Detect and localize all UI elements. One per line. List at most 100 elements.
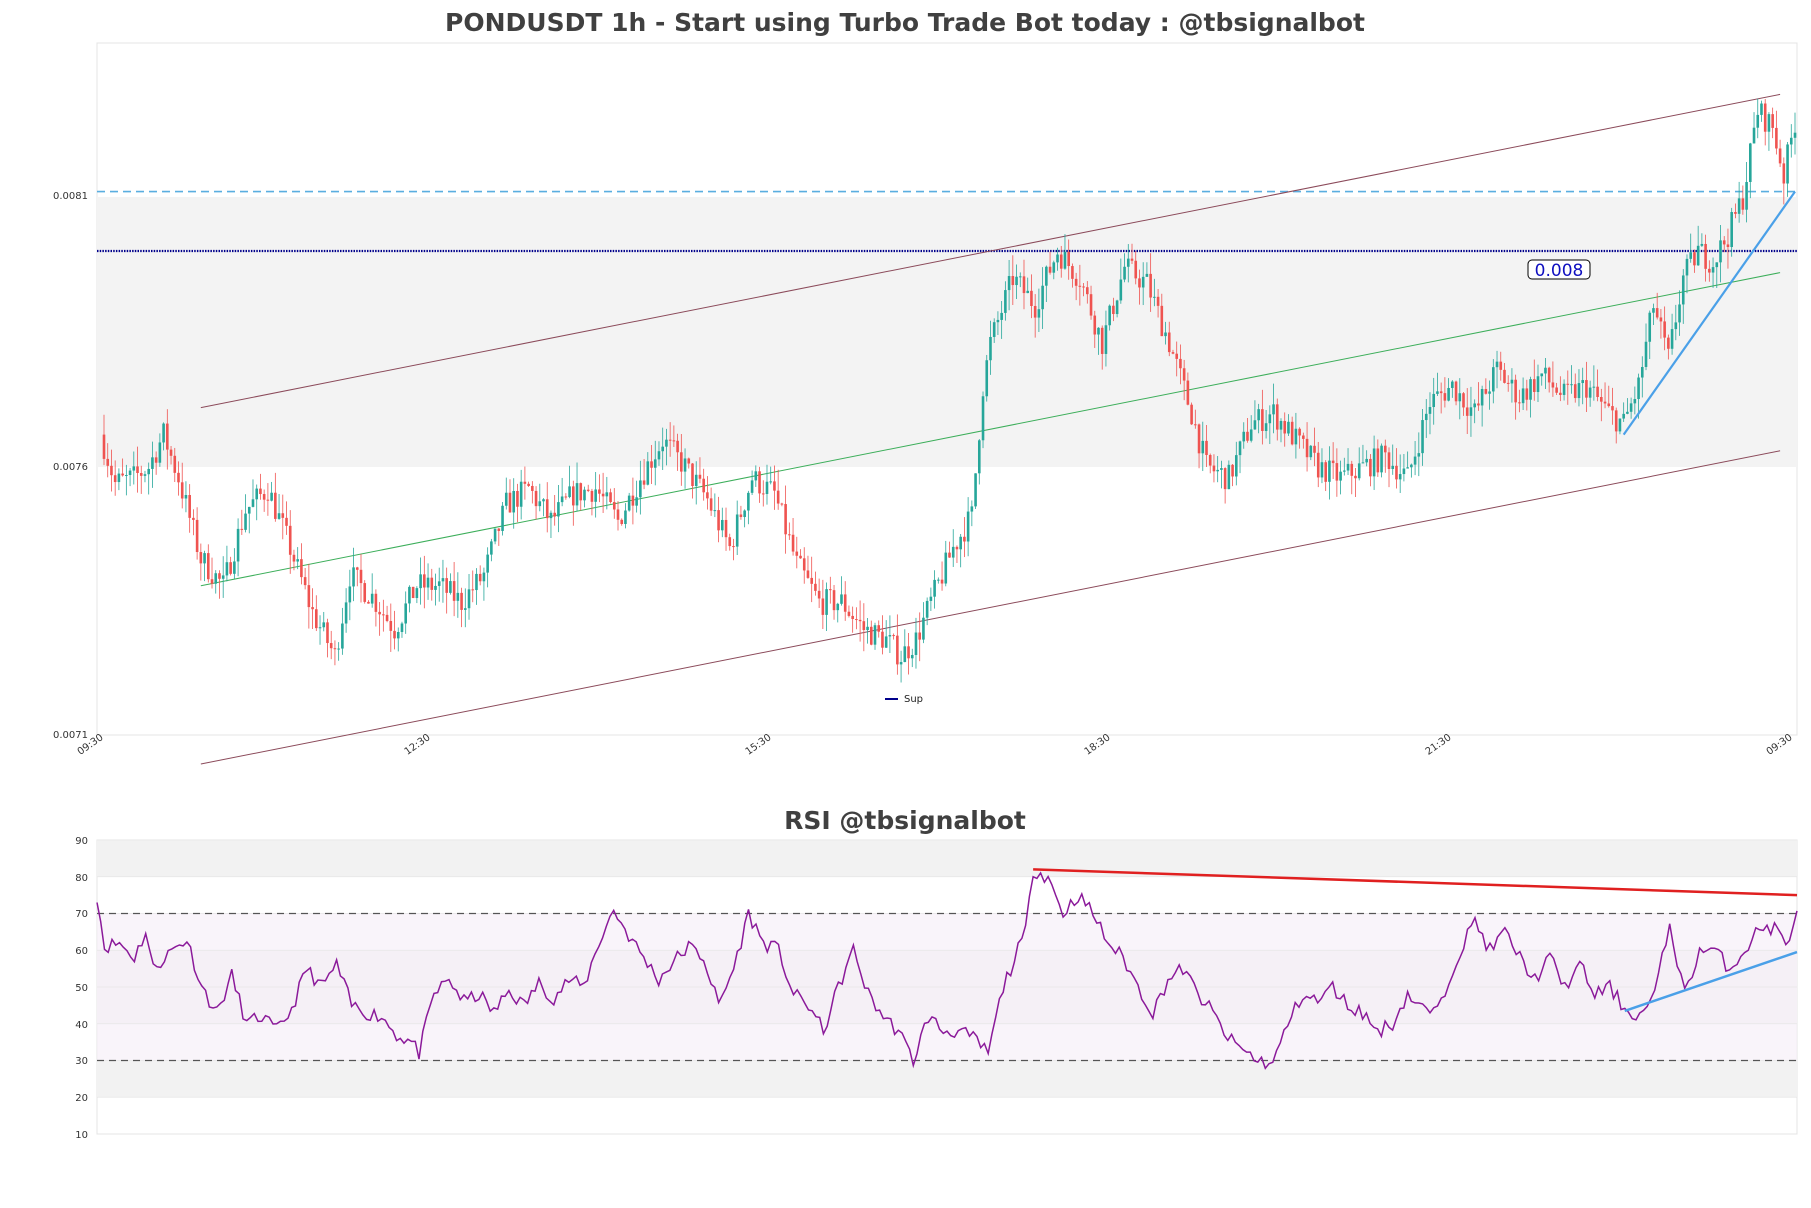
candle <box>151 441 154 488</box>
candle-body <box>1503 369 1506 383</box>
candle <box>814 571 817 596</box>
candle-body <box>1708 268 1711 273</box>
candle <box>1093 310 1097 348</box>
candle-body <box>836 603 840 611</box>
candle-body <box>1335 463 1339 481</box>
candle-body <box>266 499 270 501</box>
candle <box>612 488 616 519</box>
candle-body <box>1763 103 1767 132</box>
candle-body <box>1037 309 1041 318</box>
candle <box>296 547 299 570</box>
candle <box>1600 388 1603 422</box>
candle-body <box>244 513 247 530</box>
candle-body <box>1045 266 1048 286</box>
candle-body <box>892 635 895 637</box>
candle-body <box>616 509 620 520</box>
candle <box>355 566 359 587</box>
candle <box>184 481 188 513</box>
candle <box>1372 435 1376 490</box>
candle <box>1611 387 1614 425</box>
candle <box>1618 418 1622 435</box>
candle <box>1659 309 1663 339</box>
candle-body <box>396 632 400 639</box>
candle-body <box>1056 254 1059 263</box>
candle-body <box>788 534 791 536</box>
candle-body <box>1033 305 1037 318</box>
candle <box>1324 460 1327 492</box>
candle-body <box>318 627 322 629</box>
candle-body <box>1246 431 1249 441</box>
candle <box>910 648 914 668</box>
candle <box>843 581 847 621</box>
candle <box>203 550 206 582</box>
candle-body <box>1518 402 1521 404</box>
candle <box>1197 423 1201 469</box>
rsi-band <box>97 840 1797 877</box>
candle-body <box>761 493 765 495</box>
candle-body <box>918 632 922 640</box>
candle <box>1592 365 1596 401</box>
candle-body <box>508 492 512 513</box>
candle <box>1357 447 1361 481</box>
candle-body <box>1197 424 1201 454</box>
candle-body <box>1432 393 1436 408</box>
candle-body <box>1629 403 1633 412</box>
candle <box>1290 416 1294 446</box>
candle-body <box>754 471 758 481</box>
candle-body <box>1026 290 1030 294</box>
candle-body <box>1752 127 1756 144</box>
candle-body <box>147 468 150 475</box>
candle-body <box>1372 448 1376 477</box>
candle-body <box>1205 440 1208 455</box>
candle-body <box>832 590 836 611</box>
candle <box>445 567 448 614</box>
candle-body <box>177 472 180 483</box>
candle <box>929 587 933 611</box>
candle-body <box>225 562 229 576</box>
candle-body <box>1696 245 1700 266</box>
candle <box>959 533 962 568</box>
candle <box>415 586 419 604</box>
candle-body <box>437 581 441 586</box>
candle <box>292 549 296 571</box>
candle <box>385 605 389 623</box>
candle <box>1577 369 1581 407</box>
candle <box>1194 409 1197 429</box>
candle <box>322 611 326 632</box>
candle-body <box>534 490 538 507</box>
candle-body <box>1652 308 1655 313</box>
candle-body <box>251 499 255 507</box>
candle <box>1063 234 1067 270</box>
candle <box>348 569 352 621</box>
candle-body <box>1451 381 1454 388</box>
candle <box>974 473 977 510</box>
candle <box>195 507 199 560</box>
candle-body <box>180 482 184 499</box>
candle-body <box>1264 423 1268 431</box>
candle <box>344 588 348 633</box>
candle <box>1041 267 1044 329</box>
candle-body <box>307 585 311 608</box>
candle-body <box>929 596 933 601</box>
candle-body <box>1410 464 1413 468</box>
candle <box>851 606 854 633</box>
candle <box>147 462 150 495</box>
candle <box>884 620 888 648</box>
candle-body <box>467 589 471 609</box>
candle-body <box>672 440 676 442</box>
candle <box>497 528 501 546</box>
candle <box>240 509 244 535</box>
candle <box>743 509 746 528</box>
candle-body <box>419 574 422 589</box>
rsi-y-tick-label: 20 <box>75 1093 88 1104</box>
candle <box>739 505 743 520</box>
candle-body <box>568 486 571 498</box>
candle <box>694 461 698 505</box>
candle-body <box>866 626 869 631</box>
candle <box>665 428 668 466</box>
candle <box>404 591 407 634</box>
candle <box>1678 290 1681 336</box>
candle <box>449 573 452 595</box>
candle <box>810 556 813 603</box>
candle-body <box>329 643 333 649</box>
